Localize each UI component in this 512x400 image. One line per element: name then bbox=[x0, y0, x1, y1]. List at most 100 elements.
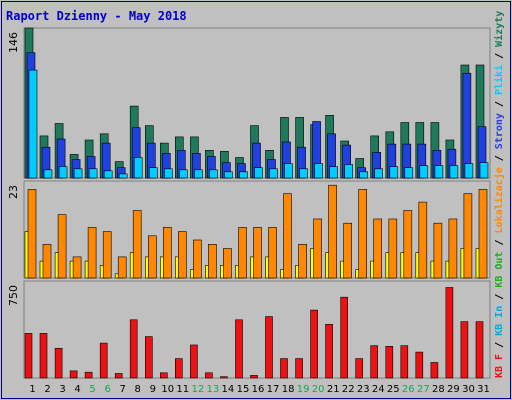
bar-top-pliki-day-21 bbox=[329, 166, 338, 179]
bar-top-pliki-day-27 bbox=[419, 165, 429, 179]
legend-item-lokalizacje: Lokalizacje bbox=[493, 167, 505, 233]
panel-top-ymax-label: 146 bbox=[7, 32, 20, 53]
x-label-day-20: 20 bbox=[312, 384, 325, 395]
bar-middle-wejscia-day-22 bbox=[343, 222, 353, 279]
x-label-day-11: 11 bbox=[176, 384, 189, 395]
x-label-day-14: 14 bbox=[222, 384, 235, 395]
x-label-day-4: 4 bbox=[74, 384, 80, 395]
bar-top-pliki-day-18 bbox=[284, 163, 293, 179]
bar-bottom-kb-day-14 bbox=[220, 376, 228, 379]
x-label-day-31: 31 bbox=[477, 384, 490, 395]
x-label-day-13: 13 bbox=[207, 384, 220, 395]
legend-separator: / bbox=[494, 233, 505, 251]
bar-top-pliki-day-29 bbox=[449, 165, 459, 179]
bar-top-pliki-day-1 bbox=[28, 69, 38, 179]
bar-middle-wejscia-day-11 bbox=[178, 231, 187, 279]
legend-separator: / bbox=[494, 95, 505, 113]
bar-bottom-kb-day-19 bbox=[295, 358, 303, 379]
bar-bottom-kb-day-28 bbox=[430, 362, 439, 379]
bar-top-strony-day-30 bbox=[462, 72, 472, 179]
x-label-day-29: 29 bbox=[447, 384, 460, 395]
bar-top-pliki-day-19 bbox=[299, 168, 308, 179]
legend-item-pliki: Pliki bbox=[493, 65, 505, 95]
x-label-day-16: 16 bbox=[252, 384, 265, 395]
bar-bottom-kb-day-13 bbox=[205, 372, 213, 379]
bar-middle-wejscia-day-4 bbox=[72, 256, 82, 279]
bar-top-pliki-day-8 bbox=[133, 157, 143, 179]
bar-bottom-kb-day-8 bbox=[129, 319, 138, 379]
legend-item-kb-out: KB Out bbox=[494, 252, 505, 288]
bar-bottom-kb-day-24 bbox=[370, 345, 379, 379]
x-label-day-12: 12 bbox=[192, 384, 205, 395]
bar-bottom-kb-day-23 bbox=[355, 358, 364, 379]
bar-middle-wejscia-day-18 bbox=[283, 193, 292, 279]
bar-bottom-kb-day-21 bbox=[325, 323, 333, 379]
bar-middle-wejscia-day-20 bbox=[313, 218, 322, 279]
x-label-day-23: 23 bbox=[357, 384, 370, 395]
bar-middle-wejscia-day-2 bbox=[42, 244, 52, 279]
bar-middle-wejscia-day-6 bbox=[102, 231, 112, 279]
chart-title: Raport Dzienny - May 2018 bbox=[6, 9, 187, 23]
bar-middle-wejscia-day-16 bbox=[253, 227, 262, 279]
bar-top-pliki-day-3 bbox=[58, 166, 68, 179]
x-axis-labels: 1 2 3 4 5 6 7 8 9 10 11 12 13 14 15 16 17 18 19 20 21 22 23 24 2… bbox=[29, 384, 490, 395]
bar-bottom-kb-day-9 bbox=[145, 336, 153, 379]
bar-top-pliki-day-12 bbox=[194, 169, 203, 179]
bar-top-pliki-day-26 bbox=[404, 167, 414, 179]
bar-bottom-kb-day-27 bbox=[415, 351, 424, 379]
bar-middle-wejscia-day-21 bbox=[328, 184, 337, 279]
legend-separator: / bbox=[494, 149, 505, 167]
panel-bottom-ymax-label: 750 bbox=[7, 285, 20, 306]
x-label-day-21: 21 bbox=[327, 384, 340, 395]
bar-top-pliki-day-6 bbox=[103, 170, 113, 179]
x-label-day-1: 1 bbox=[29, 384, 35, 395]
bar-top-pliki-day-14 bbox=[224, 171, 233, 179]
x-label-day-15: 15 bbox=[237, 384, 250, 395]
bar-bottom-kb-day-26 bbox=[400, 345, 409, 379]
x-label-day-8: 8 bbox=[135, 384, 141, 395]
x-label-day-7: 7 bbox=[120, 384, 126, 395]
legend-text: KB F / KB In / KB Out / Lokalizacje / St… bbox=[493, 11, 505, 378]
bar-bottom-kb-day-29 bbox=[445, 287, 454, 379]
legend-item-strony: Strony bbox=[494, 113, 505, 149]
bar-middle-wejscia-day-31 bbox=[478, 189, 488, 279]
bar-bottom-kb-day-17 bbox=[265, 316, 273, 379]
bar-top-pliki-day-7 bbox=[118, 173, 128, 179]
bar-middle-wejscia-day-9 bbox=[148, 235, 157, 279]
bar-middle-wejscia-day-24 bbox=[373, 218, 383, 279]
bar-bottom-kb-day-4 bbox=[69, 370, 78, 379]
bar-top-pliki-day-28 bbox=[434, 165, 444, 179]
bar-middle-wejscia-day-10 bbox=[163, 227, 172, 279]
panel-middle-ymax-label: 23 bbox=[7, 185, 20, 199]
bar-bottom-kb-day-16 bbox=[250, 375, 258, 379]
x-label-day-10: 10 bbox=[161, 384, 174, 395]
panel-top: 146 bbox=[7, 27, 491, 179]
legend-separator: / bbox=[494, 336, 505, 354]
bar-top-pliki-day-24 bbox=[374, 168, 384, 179]
chart-panels: 146 23 750 bbox=[7, 27, 491, 379]
x-label-day-3: 3 bbox=[59, 384, 65, 395]
bar-top-pliki-day-22 bbox=[344, 164, 354, 179]
x-label-day-28: 28 bbox=[432, 384, 445, 395]
legend-separator: / bbox=[494, 47, 505, 65]
bar-bottom-kb-day-6 bbox=[99, 342, 108, 379]
bar-top-pliki-day-30 bbox=[464, 163, 474, 179]
bar-bottom-kb-day-22 bbox=[340, 296, 349, 379]
legend: KB F / KB In / KB Out / Lokalizacje / St… bbox=[493, 11, 505, 378]
bar-top-pliki-day-15 bbox=[239, 171, 248, 179]
bar-middle-wejscia-day-26 bbox=[403, 210, 413, 279]
x-label-day-6: 6 bbox=[105, 384, 111, 395]
x-label-day-18: 18 bbox=[282, 384, 295, 395]
bar-middle-wejscia-day-28 bbox=[433, 222, 443, 279]
bar-top-pliki-day-11 bbox=[179, 169, 188, 179]
bar-top-pliki-day-13 bbox=[209, 169, 218, 179]
bar-middle-wejscia-day-14 bbox=[223, 248, 232, 279]
bar-middle-wejscia-day-25 bbox=[388, 218, 398, 279]
x-label-day-26: 26 bbox=[402, 384, 415, 395]
legend-separator: / bbox=[494, 288, 505, 306]
bar-top-pliki-day-2 bbox=[43, 169, 53, 179]
legend-item-wizyty: Wizyty bbox=[493, 11, 505, 47]
bar-middle-wejscia-day-12 bbox=[193, 239, 202, 279]
